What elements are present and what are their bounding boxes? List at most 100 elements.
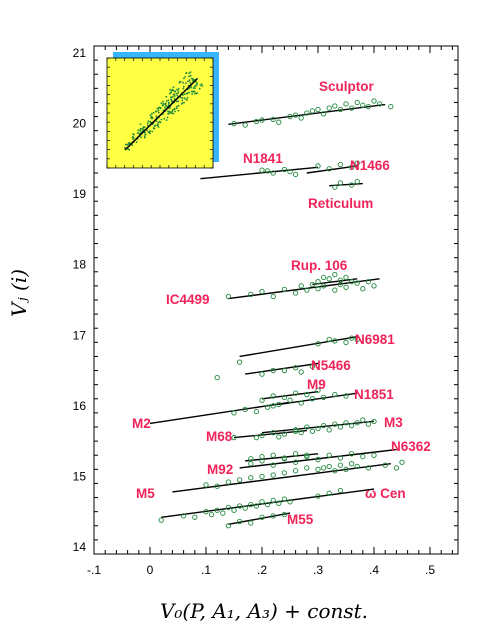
- data-point: [231, 410, 237, 416]
- inset-point: [189, 71, 192, 74]
- axis-ticks: -.1 0 .1 .2 .3 .4 .5 14 15 16 17 18 19 20 21: [73, 45, 458, 577]
- inset-background: [106, 57, 214, 169]
- data-point: [298, 429, 304, 436]
- inset-point: [180, 103, 183, 105]
- inset-point: [198, 87, 201, 90]
- inset-panel: [106, 52, 219, 169]
- inset-point: [164, 106, 166, 109]
- data-point: [371, 283, 377, 289]
- data-point: [360, 417, 366, 423]
- data-point: [371, 418, 377, 425]
- inset-point: [160, 102, 163, 105]
- fit-line: [239, 448, 397, 469]
- inset-point: [139, 127, 142, 130]
- data-point: [208, 511, 215, 518]
- inset-point: [172, 109, 174, 111]
- data-point: [281, 286, 288, 293]
- inset-point: [157, 126, 160, 128]
- data-point: [304, 465, 310, 471]
- y-tick-label: 14: [73, 540, 87, 554]
- data-point: [326, 463, 332, 470]
- data-point: [354, 420, 360, 426]
- inset-point: [165, 95, 168, 98]
- data-point: [276, 401, 282, 408]
- inset-point: [142, 127, 145, 129]
- inset-point: [194, 87, 196, 89]
- data-point: [220, 510, 226, 516]
- data-point: [270, 472, 276, 478]
- data-points: [158, 98, 405, 529]
- data-point: [281, 511, 288, 518]
- data-point: [281, 455, 288, 461]
- data-point: [337, 424, 344, 430]
- data-point: [264, 168, 271, 174]
- data-point: [337, 106, 344, 113]
- data-point: [253, 118, 260, 125]
- fit-line: [200, 166, 319, 180]
- x-tick-label: .4: [369, 563, 379, 577]
- inset-point: [182, 94, 184, 96]
- inset-point: [161, 104, 164, 107]
- inset-point: [162, 103, 165, 105]
- inset-point: [184, 76, 187, 78]
- data-point: [281, 470, 288, 476]
- cluster-label: N1841: [243, 151, 283, 166]
- inset-point: [187, 80, 189, 83]
- data-point: [292, 290, 299, 296]
- data-point: [309, 281, 316, 288]
- data-point: [236, 503, 243, 509]
- data-point: [242, 122, 248, 128]
- inset-point: [179, 80, 182, 83]
- data-point: [365, 421, 372, 427]
- data-point: [270, 513, 276, 519]
- data-point: [287, 113, 293, 120]
- inset-point: [177, 91, 180, 94]
- data-point: [332, 391, 338, 398]
- inset-point: [175, 107, 178, 110]
- data-point: [264, 404, 271, 410]
- data-point: [281, 394, 288, 401]
- inset-point: [191, 90, 194, 93]
- data-point: [348, 182, 355, 188]
- inset-point: [146, 122, 149, 125]
- inset-point: [168, 111, 171, 114]
- inset-point: [132, 136, 135, 139]
- inset-point: [172, 93, 175, 96]
- data-point: [348, 279, 355, 285]
- inset-point: [129, 142, 131, 145]
- data-point: [399, 459, 405, 465]
- inset-point: [165, 119, 168, 121]
- inset-point: [171, 88, 174, 91]
- data-point: [281, 431, 288, 437]
- data-point: [248, 461, 254, 467]
- data-point: [315, 163, 321, 169]
- data-point: [225, 479, 232, 485]
- inset-point: [171, 100, 173, 103]
- data-point: [270, 429, 276, 436]
- data-point: [326, 490, 332, 496]
- cluster-labels: Sculptor N1841 N1466 Reticulum Rup. 106 IC449…: [132, 79, 431, 527]
- inset-point: [186, 92, 189, 95]
- data-point: [270, 462, 276, 468]
- inset-point: [177, 104, 180, 107]
- data-point: [343, 393, 349, 399]
- data-point: [320, 283, 327, 289]
- data-point: [332, 338, 338, 344]
- inset-point: [188, 91, 191, 94]
- data-point: [332, 421, 338, 427]
- data-point: [292, 365, 299, 371]
- data-point: [259, 371, 265, 377]
- data-point: [270, 452, 276, 458]
- inset-point: [158, 106, 161, 109]
- inset-point: [190, 86, 192, 89]
- inset-point: [199, 84, 202, 87]
- data-point: [158, 517, 164, 523]
- data-point: [354, 463, 360, 470]
- data-point: [320, 111, 327, 117]
- data-point: [180, 513, 187, 519]
- data-point: [298, 115, 304, 121]
- data-point: [287, 499, 293, 505]
- data-point: [315, 341, 321, 347]
- x-tick-label: 0: [147, 563, 154, 577]
- data-point: [343, 466, 349, 472]
